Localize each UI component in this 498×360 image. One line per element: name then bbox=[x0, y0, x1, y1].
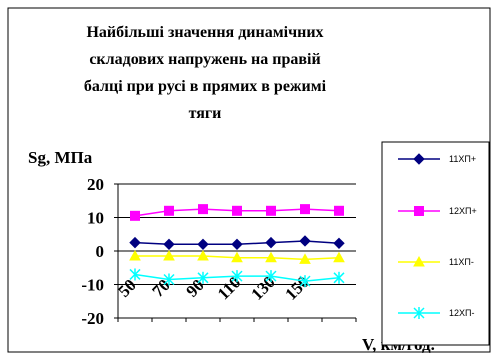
legend-label-3: 12ХП- bbox=[449, 308, 474, 318]
series-2-point-3 bbox=[231, 251, 243, 263]
chart-title-line-4: тяги bbox=[189, 105, 222, 122]
legend-label-1: 12ХП+ bbox=[449, 206, 477, 216]
y-tick-label-4: -20 bbox=[81, 309, 104, 328]
legend-marker-2 bbox=[413, 255, 425, 267]
series-0-point-3 bbox=[231, 238, 243, 251]
legend: 11ХП+ 12ХП+ 11ХП- 12ХП- bbox=[398, 153, 477, 319]
y-axis-label: Sg, МПа bbox=[28, 148, 93, 167]
y-tick-label-2: 0 bbox=[96, 242, 105, 261]
chart-title-line-3: балці при русі в прямих в режимі bbox=[84, 78, 327, 95]
series-2-point-5 bbox=[299, 253, 311, 264]
series-2-point-1 bbox=[163, 249, 175, 261]
series-0-point-4 bbox=[265, 236, 277, 249]
y-tick-label-3: -10 bbox=[81, 276, 104, 295]
series-0-point-1 bbox=[163, 238, 175, 251]
series-0-point-5 bbox=[299, 235, 311, 247]
series-3-point-1 bbox=[163, 273, 175, 286]
legend-label-2: 11ХП- bbox=[449, 257, 474, 267]
series-2-point-4 bbox=[265, 251, 277, 263]
chart-title: Найбільші значення динамічних складових … bbox=[84, 24, 327, 122]
series-3-point-2 bbox=[197, 271, 209, 284]
legend-label-0: 11ХП+ bbox=[449, 154, 476, 164]
series-3-point-3 bbox=[231, 270, 243, 283]
series-3-point-0 bbox=[129, 268, 141, 281]
series-1-point-4 bbox=[266, 205, 276, 216]
series-1-point-1 bbox=[164, 205, 174, 216]
series-0-point-2 bbox=[197, 238, 209, 251]
y-tick-label-1: 10 bbox=[87, 209, 104, 228]
legend-marker-0 bbox=[413, 153, 425, 165]
series-1-point-6 bbox=[334, 205, 344, 216]
series-1-point-2 bbox=[198, 204, 208, 215]
series-0-point-6 bbox=[333, 237, 345, 250]
series-1-point-5 bbox=[300, 204, 310, 215]
y-tick-label-0: 20 bbox=[87, 175, 104, 194]
series-3-point-5 bbox=[299, 275, 311, 288]
legend-marker-1 bbox=[414, 206, 424, 216]
legend-marker-3 bbox=[413, 307, 425, 319]
series-3-point-4 bbox=[265, 270, 277, 283]
series-2-point-6 bbox=[333, 251, 345, 263]
chart-title-line-1: Найбільші значення динамічних bbox=[86, 24, 323, 41]
chart-title-line-2: складових напружень на правій bbox=[89, 51, 320, 68]
legend-box bbox=[381, 141, 490, 346]
series-3-point-6 bbox=[333, 271, 345, 284]
series-2-point-0 bbox=[129, 249, 141, 261]
series-0-point-0 bbox=[129, 236, 141, 249]
series-1-point-3 bbox=[232, 205, 242, 216]
series-1-point-0 bbox=[130, 210, 140, 221]
series-2-point-2 bbox=[197, 249, 209, 261]
